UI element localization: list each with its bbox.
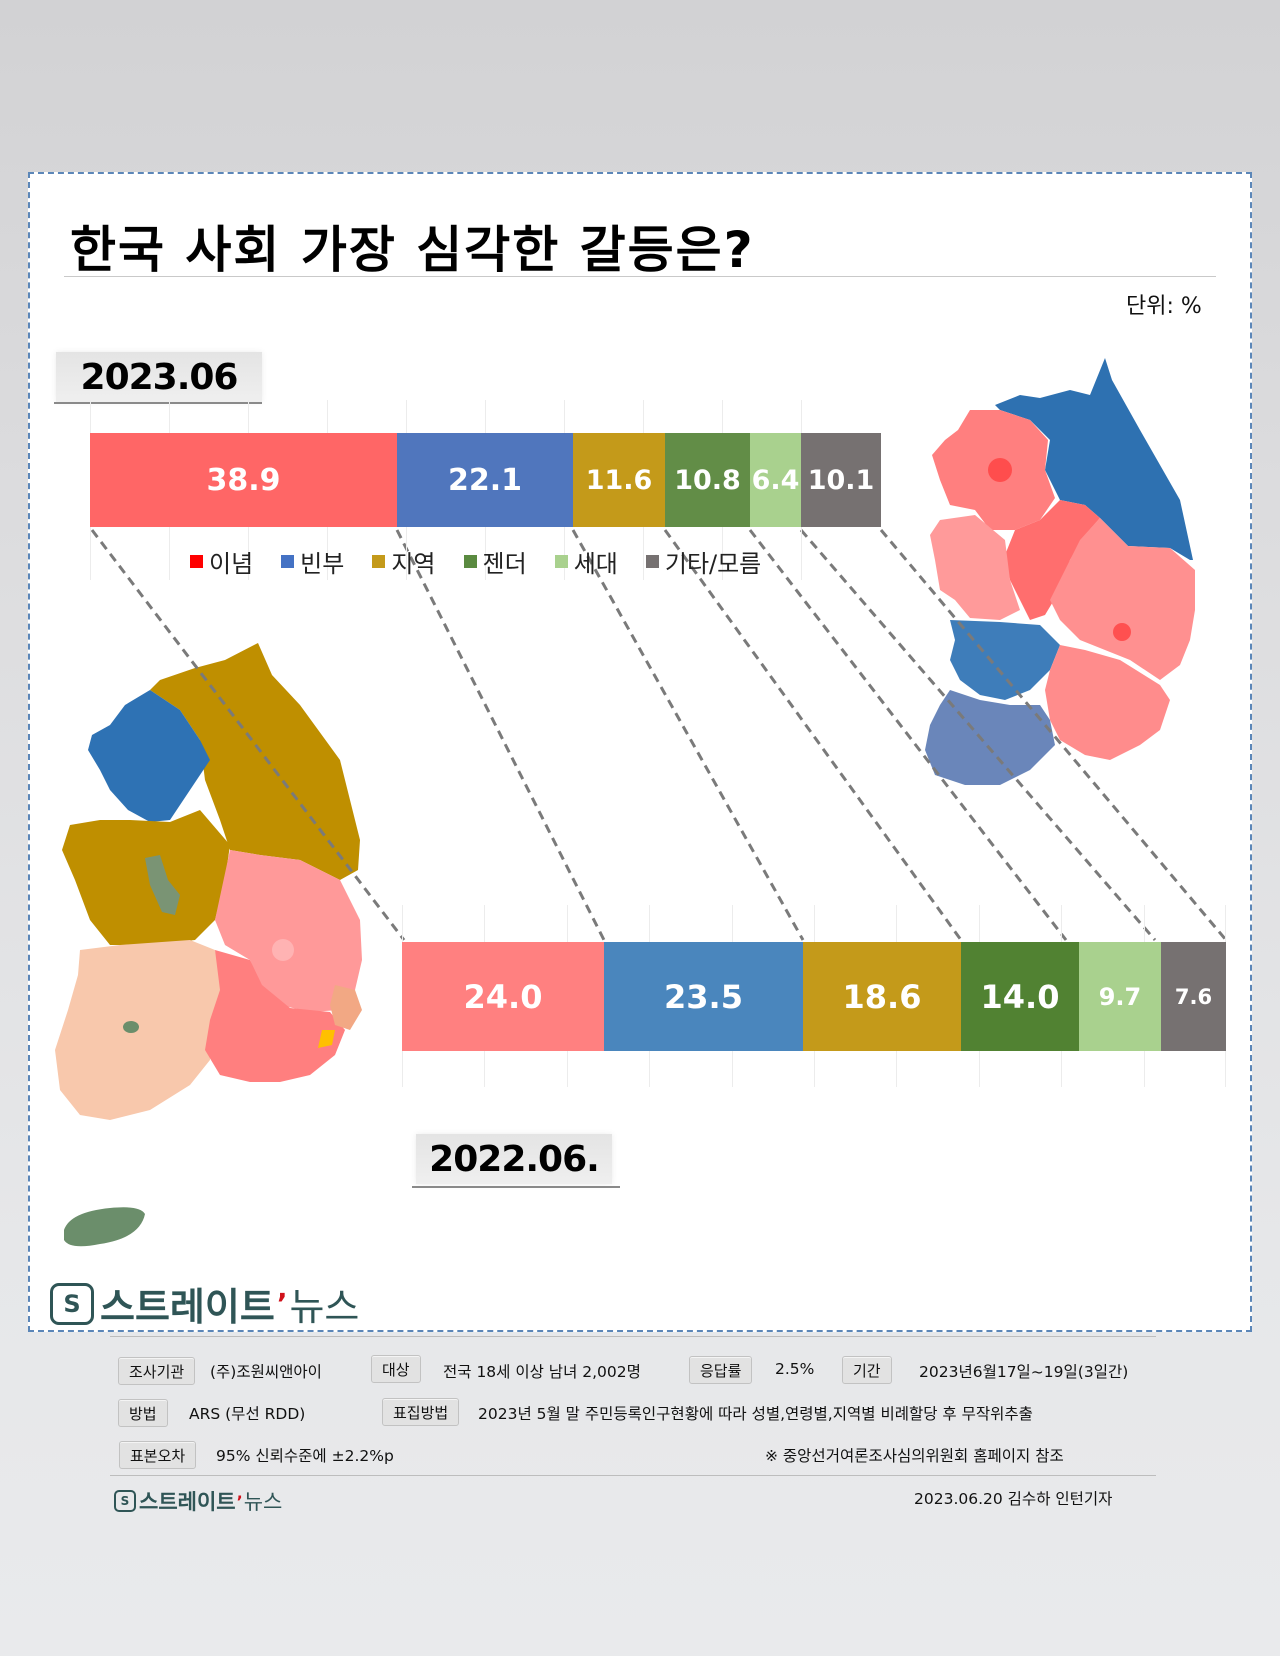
legend-label: 이념 <box>209 550 254 578</box>
info-value-sampling: 2023년 5월 말 주민등록인구현황에 따라 성별,연령별,지역별 비례할당 … <box>478 1405 1033 1423</box>
info-value-survey-org: (주)조원씨앤아이 <box>210 1363 322 1381</box>
footer-brand-mark-icon: S <box>114 1490 136 1512</box>
bar-2023-segment-region: 11.6 <box>573 433 665 527</box>
info-label-period: 기간 <box>842 1356 892 1384</box>
legend-item-generation: 세대 <box>554 544 618 579</box>
brand-tick-icon: ʼ <box>276 1287 288 1320</box>
title-divider <box>64 276 1216 277</box>
legend-label: 기타/모름 <box>664 550 762 578</box>
legend-label: 젠더 <box>482 550 527 578</box>
info-bottom-divider <box>110 1475 1156 1476</box>
legend-label: 빈부 <box>300 550 345 578</box>
bar-2022-segment-generation: 9.7 <box>1079 942 1161 1051</box>
bar-2023-segment-other: 10.1 <box>801 433 881 527</box>
brand-mark-icon: S <box>50 1282 94 1325</box>
year-label-2022-underline <box>412 1186 620 1188</box>
info-label-sampling: 표집방법 <box>382 1398 460 1426</box>
legend-item-wealth: 빈부 <box>281 544 344 579</box>
bar-2023-segment-generation: 6.4 <box>750 433 801 527</box>
year-label-2023-underline <box>54 402 262 404</box>
byline: 2023.06.20 김수하 인턴기자 <box>914 1490 1113 1508</box>
footer-brand-name: 스트레이트 <box>139 1490 236 1514</box>
stacked-bar-2022: 24.0 23.5 18.6 14.0 9.7 7.6 <box>402 942 1226 1051</box>
year-label-2023: 2023.06 <box>56 352 262 402</box>
info-label-target: 대상 <box>371 1355 421 1383</box>
bar-2022-segment-gender: 14.0 <box>961 942 1079 1051</box>
legend-swatch-wealth <box>281 555 295 568</box>
footer-brand-suffix: 뉴스 <box>243 1490 283 1514</box>
legend-label: 지역 <box>391 550 436 578</box>
legend-item-other: 기타/모름 <box>645 544 762 579</box>
unit-label: 단위: % <box>1126 294 1202 319</box>
bar-2022-segment-wealth: 23.5 <box>604 942 803 1051</box>
bar-2022-segment-ideology: 24.0 <box>402 942 604 1051</box>
info-value-target: 전국 18세 이상 남녀 2,002명 <box>443 1363 641 1381</box>
page-title: 한국 사회 가장 심각한 갈등은? <box>70 221 755 279</box>
bar-2022-segment-region: 18.6 <box>803 942 961 1051</box>
year-label-2022: 2022.06. <box>416 1134 612 1184</box>
legend-label: 세대 <box>573 550 618 578</box>
brand-logo: S 스트레이트 ʼ 뉴스 <box>50 1276 359 1331</box>
bar-2023-segment-ideology: 38.9 <box>90 433 397 527</box>
info-top-divider <box>110 1336 1156 1337</box>
legend-item-region: 지역 <box>372 544 436 579</box>
info-label-survey-org: 조사기관 <box>118 1357 196 1385</box>
legend-swatch-region <box>372 555 386 568</box>
source-note: ※ 중앙선거여론조사심의위원회 홈페이지 참조 <box>765 1447 1064 1465</box>
bar-2022-segment-other: 7.6 <box>1161 942 1226 1051</box>
legend-swatch-other <box>645 555 659 568</box>
infographic-card <box>28 172 1252 1332</box>
brand-name: 스트레이트 <box>100 1285 275 1329</box>
info-value-period: 2023년6월17일~19일(3일간) <box>919 1363 1129 1381</box>
info-value-sampling-error: 95% 신뢰수준에 ±2.2%p <box>216 1447 394 1465</box>
stacked-bar-2023: 38.9 22.1 11.6 10.8 6.4 10.1 <box>90 433 881 527</box>
footer-brand-logo: S 스트레이트 ʼ 뉴스 <box>114 1486 282 1516</box>
info-value-method: ARS (무선 RDD) <box>189 1405 306 1423</box>
legend-swatch-gender <box>463 555 477 568</box>
bar-2023-segment-gender: 10.8 <box>665 433 750 527</box>
legend-swatch-generation <box>554 555 568 568</box>
legend-swatch-ideology <box>190 555 203 568</box>
legend-item-ideology: 이념 <box>190 544 253 579</box>
legend-item-gender: 젠더 <box>463 544 527 579</box>
bar-2023-segment-wealth: 22.1 <box>397 433 573 527</box>
info-value-response-rate: 2.5% <box>775 1360 815 1378</box>
info-label-method: 방법 <box>118 1399 168 1427</box>
brand-suffix: 뉴스 <box>289 1285 360 1329</box>
chart-legend: 이념 빈부 지역 젠더 세대 기타/모름 <box>190 544 761 579</box>
info-label-response-rate: 응답률 <box>689 1356 753 1384</box>
footer-brand-tick-icon: ʼ <box>236 1491 243 1511</box>
info-label-sampling-error: 표본오차 <box>119 1441 197 1469</box>
